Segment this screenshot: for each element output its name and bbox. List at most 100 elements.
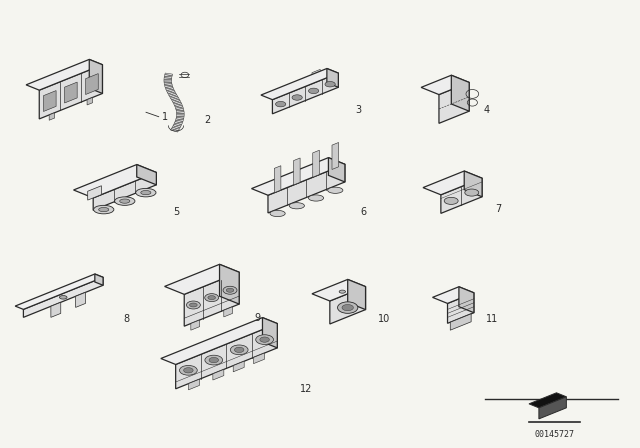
Text: 8: 8 [124, 314, 129, 324]
Polygon shape [164, 76, 172, 78]
Polygon shape [164, 73, 173, 76]
Polygon shape [261, 69, 339, 99]
Polygon shape [464, 171, 482, 197]
Polygon shape [451, 75, 469, 111]
Polygon shape [175, 121, 182, 125]
Polygon shape [164, 75, 172, 77]
Polygon shape [87, 98, 93, 105]
Text: 5: 5 [173, 207, 179, 217]
Polygon shape [76, 293, 86, 307]
Ellipse shape [308, 88, 319, 94]
Polygon shape [44, 90, 56, 112]
Polygon shape [86, 73, 98, 95]
Polygon shape [166, 89, 174, 92]
Polygon shape [176, 110, 184, 112]
Polygon shape [191, 320, 200, 330]
Text: 12: 12 [300, 383, 312, 394]
Ellipse shape [308, 195, 324, 201]
Ellipse shape [189, 303, 197, 307]
Ellipse shape [256, 335, 273, 345]
Polygon shape [233, 361, 244, 372]
Polygon shape [175, 107, 184, 109]
Polygon shape [161, 318, 277, 365]
Ellipse shape [60, 296, 67, 299]
Polygon shape [168, 92, 176, 95]
Polygon shape [421, 75, 469, 95]
Polygon shape [184, 272, 239, 326]
Polygon shape [173, 101, 181, 104]
Ellipse shape [342, 305, 353, 311]
Polygon shape [164, 264, 239, 294]
Polygon shape [170, 96, 179, 99]
Polygon shape [172, 126, 180, 129]
Text: 11: 11 [486, 314, 499, 324]
Polygon shape [224, 307, 232, 317]
Polygon shape [26, 60, 102, 90]
Polygon shape [173, 102, 182, 105]
Polygon shape [170, 129, 179, 132]
Ellipse shape [205, 293, 219, 302]
Ellipse shape [136, 188, 156, 197]
Ellipse shape [337, 302, 358, 313]
Polygon shape [262, 318, 277, 348]
Ellipse shape [205, 355, 223, 365]
Polygon shape [175, 104, 182, 107]
Polygon shape [166, 87, 173, 90]
Ellipse shape [186, 301, 200, 309]
Polygon shape [137, 164, 156, 185]
Ellipse shape [179, 366, 197, 375]
Ellipse shape [93, 205, 114, 214]
Polygon shape [174, 123, 182, 126]
Ellipse shape [270, 211, 285, 216]
Polygon shape [253, 353, 264, 364]
Polygon shape [451, 314, 471, 330]
Ellipse shape [230, 345, 248, 355]
Text: 9: 9 [254, 313, 260, 323]
Text: 7: 7 [495, 203, 501, 214]
Polygon shape [89, 60, 102, 94]
Ellipse shape [260, 337, 269, 342]
Polygon shape [433, 287, 474, 303]
Polygon shape [65, 82, 77, 103]
Polygon shape [15, 274, 103, 310]
Polygon shape [539, 397, 566, 419]
Polygon shape [172, 98, 179, 101]
Ellipse shape [289, 202, 305, 209]
Ellipse shape [328, 187, 343, 194]
Polygon shape [330, 287, 365, 324]
Polygon shape [213, 370, 224, 380]
Text: 1: 1 [162, 112, 168, 122]
Ellipse shape [444, 197, 458, 204]
Ellipse shape [184, 368, 193, 373]
Text: 2: 2 [205, 115, 211, 125]
Polygon shape [176, 116, 184, 118]
Polygon shape [175, 105, 183, 108]
Polygon shape [175, 323, 277, 389]
Polygon shape [439, 82, 469, 123]
Polygon shape [529, 393, 566, 408]
Polygon shape [332, 142, 339, 169]
Ellipse shape [465, 189, 479, 196]
Polygon shape [348, 280, 365, 310]
Text: 10: 10 [378, 314, 390, 324]
Polygon shape [252, 158, 345, 195]
Polygon shape [51, 302, 61, 317]
Polygon shape [423, 171, 482, 195]
Ellipse shape [292, 95, 302, 100]
Ellipse shape [223, 286, 237, 294]
Polygon shape [188, 379, 200, 390]
Polygon shape [172, 127, 179, 131]
Polygon shape [220, 264, 239, 304]
Polygon shape [312, 280, 365, 301]
Polygon shape [328, 158, 345, 182]
Polygon shape [164, 83, 172, 86]
Polygon shape [459, 287, 474, 313]
Polygon shape [313, 150, 319, 177]
Polygon shape [294, 158, 300, 185]
Polygon shape [93, 172, 156, 210]
Polygon shape [88, 186, 101, 200]
Ellipse shape [141, 190, 151, 195]
Ellipse shape [209, 358, 218, 363]
Polygon shape [172, 99, 180, 103]
Ellipse shape [115, 197, 135, 205]
